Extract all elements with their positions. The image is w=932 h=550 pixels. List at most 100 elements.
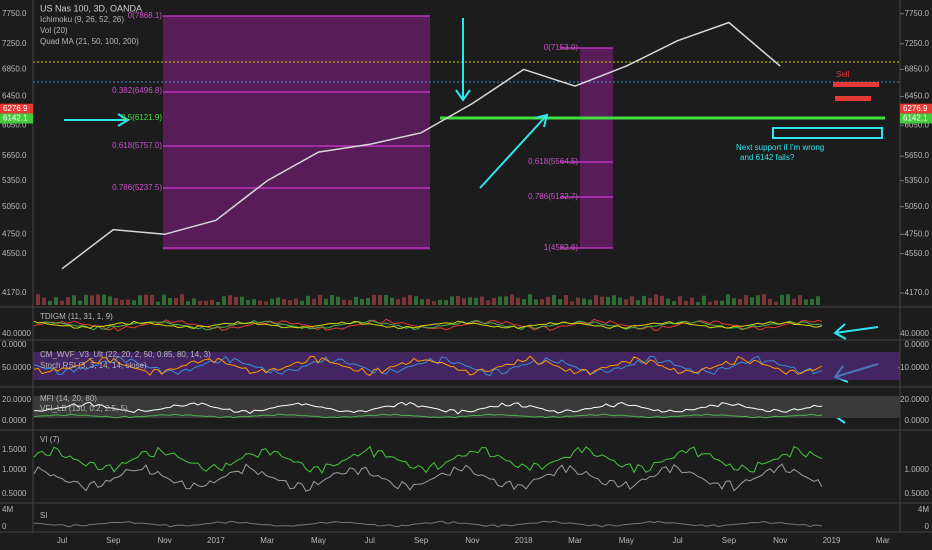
- x-tick-label: Nov: [773, 536, 787, 545]
- panel-tick-label: 0.5000: [2, 489, 27, 498]
- y-tick-label: 4170.0: [2, 288, 27, 297]
- volume-bar: [810, 298, 814, 305]
- price-tag-label: 6142.1: [3, 114, 28, 123]
- panel-tick-label: 4M: [918, 505, 929, 514]
- volume-bar: [522, 298, 526, 305]
- volume-bar: [60, 300, 64, 305]
- target-box: [772, 127, 883, 139]
- volume-bar: [180, 294, 184, 305]
- volume-bar: [744, 295, 748, 305]
- panel-tick-label: 0.0000: [2, 416, 27, 425]
- volume-bar: [510, 294, 514, 305]
- volume-bar: [66, 297, 70, 305]
- y-tick-label: 6050.0: [905, 120, 930, 129]
- y-tick-label: 4550.0: [905, 249, 930, 258]
- volume-bar: [402, 297, 406, 305]
- volume-bar: [186, 301, 190, 305]
- indicator-line: [33, 319, 823, 331]
- volume-bar: [612, 295, 616, 305]
- panel-label: VFI_LB (130, 0.2, 2.5, 5): [40, 404, 128, 413]
- volume-bar: [228, 295, 232, 305]
- volume-bar: [150, 294, 154, 305]
- volume-bar: [738, 299, 742, 305]
- volume-bar: [768, 298, 772, 305]
- volume-bar: [690, 297, 694, 305]
- volume-bar: [36, 294, 40, 305]
- volume-bar: [312, 298, 316, 305]
- y-tick-label: 6450.0: [905, 92, 930, 101]
- volume-bar: [750, 297, 754, 305]
- x-tick-label: Sep: [722, 536, 737, 545]
- volume-bar: [786, 294, 790, 305]
- volume-bar: [588, 299, 592, 305]
- y-tick-label: 7250.0: [905, 39, 930, 48]
- panel-label: CM_WVF_V3_Ult (22, 20, 2, 50, 0.85, 80, …: [40, 350, 211, 359]
- volume-bar: [270, 298, 274, 305]
- volume-bar: [444, 300, 448, 305]
- volume-bar: [390, 297, 394, 305]
- volume-bar: [582, 298, 586, 305]
- volume-bar: [528, 294, 532, 305]
- volume-bar: [300, 300, 304, 305]
- panel-label: TDIGM (11, 31, 1, 9): [40, 312, 113, 321]
- volume-bar: [72, 295, 76, 305]
- y-tick-label: 7750.0: [905, 9, 930, 18]
- panel-tick-label: 20.0000: [2, 395, 31, 404]
- volume-bar: [498, 296, 502, 305]
- fib-label: 0.618(5564.5): [528, 157, 578, 166]
- volume-bar: [468, 297, 472, 305]
- volume-bar: [696, 301, 700, 305]
- volume-bar: [354, 296, 358, 305]
- indicator-line: [33, 320, 823, 330]
- indicator-label: Quad MA (21, 50, 100, 200): [40, 37, 139, 46]
- volume-bar: [648, 298, 652, 305]
- x-tick-label: Jul: [57, 536, 67, 545]
- price-tag-label: 6142.1: [903, 114, 928, 123]
- volume-bar: [564, 294, 568, 305]
- volume-bar: [84, 294, 88, 305]
- volume-bar: [504, 296, 508, 305]
- panel-label: SI: [40, 511, 48, 520]
- volume-bar: [432, 301, 436, 305]
- volume-bar: [420, 299, 424, 305]
- volume-bar: [546, 296, 550, 305]
- volume-bar: [306, 295, 310, 305]
- y-tick-label: 5650.0: [2, 151, 27, 160]
- sell-zone: [833, 82, 879, 87]
- volume-bar: [204, 300, 208, 305]
- price-tag: [0, 113, 33, 124]
- volume-bar: [558, 299, 562, 305]
- volume-bar: [618, 297, 622, 305]
- volume-bar: [288, 300, 292, 305]
- price-tag-label: 6276.9: [903, 104, 928, 113]
- volume-bar: [126, 299, 130, 305]
- volume-bar: [606, 296, 610, 305]
- y-tick-label: 4170.0: [905, 288, 930, 297]
- fib-label: 0(7153.0): [544, 43, 579, 52]
- volume-bar: [708, 301, 712, 305]
- y-tick-label: 4750.0: [905, 229, 930, 238]
- volume-bar: [264, 301, 268, 305]
- x-tick-label: Mar: [876, 536, 890, 545]
- indicator-line: [33, 520, 823, 528]
- volume-bar: [222, 296, 226, 305]
- volume-bar: [654, 294, 658, 305]
- volume-bar: [774, 301, 778, 305]
- volume-bar: [252, 299, 256, 305]
- volume-bar: [318, 295, 322, 305]
- volume-bar: [462, 298, 466, 305]
- y-tick-label: 4750.0: [2, 229, 27, 238]
- volume-bar: [630, 296, 634, 305]
- volume-bar: [534, 299, 538, 305]
- volume-bar: [666, 298, 670, 305]
- panel-tick-label: 1.5000: [2, 445, 27, 454]
- volume-bar: [702, 295, 706, 305]
- volume-bar: [780, 294, 784, 305]
- volume-bar: [342, 299, 346, 305]
- chart-title: US Nas 100, 3D, OANDA: [40, 3, 142, 13]
- volume-bar: [642, 295, 646, 305]
- volume-bar: [108, 296, 112, 305]
- x-tick-label: Mar: [568, 536, 582, 545]
- x-tick-label: Nov: [157, 536, 171, 545]
